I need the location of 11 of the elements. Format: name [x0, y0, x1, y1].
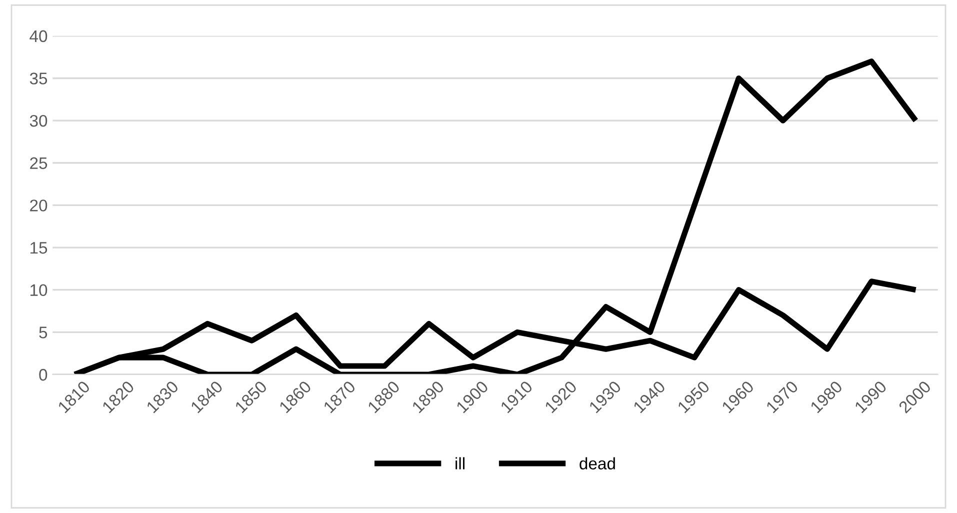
y-tick-label: 30 [30, 114, 48, 127]
y-tick-label: 40 [30, 30, 48, 42]
y-tick-label: 15 [30, 242, 48, 254]
y-tick-label: 25 [30, 157, 48, 170]
y-tick-label: 35 [30, 72, 48, 84]
y-tick-label: 5 [39, 326, 48, 338]
legend-label: ill [456, 457, 464, 470]
legend-label: dead [580, 457, 615, 470]
y-tick-label: 10 [30, 284, 48, 296]
y-tick-label: 0 [39, 368, 48, 381]
y-tick-label: 20 [30, 200, 48, 212]
